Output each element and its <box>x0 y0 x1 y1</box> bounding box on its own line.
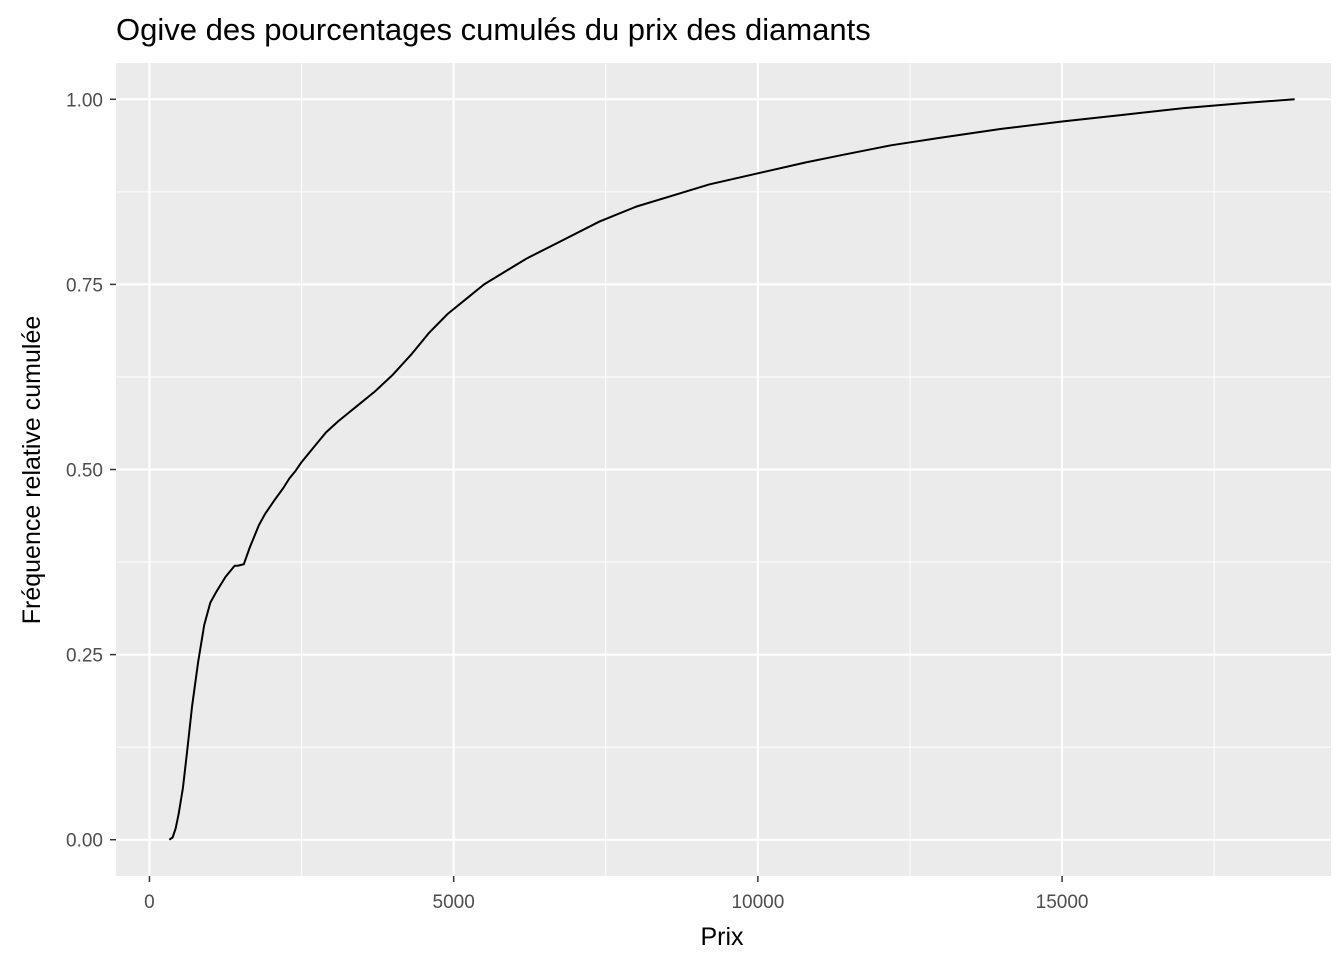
x-axis: 0 5000 10000 15000 <box>144 876 1089 913</box>
major-gridlines <box>116 63 1331 876</box>
ogive-line <box>168 98 1295 841</box>
y-tick-label: 0.00 <box>66 831 103 852</box>
x-tick-label: 10000 <box>731 892 784 913</box>
x-tick-label: 5000 <box>433 892 475 913</box>
x-axis-title: Prix <box>700 923 744 951</box>
y-tick-label: 0.25 <box>66 646 103 667</box>
chart-title: Ogive des pourcentages cumulés du prix d… <box>116 12 871 47</box>
x-tick-label: 0 <box>144 892 155 913</box>
y-tick-label: 0.75 <box>66 275 103 296</box>
x-tick-label: 15000 <box>1036 892 1089 913</box>
y-tick-label: 0.50 <box>66 461 103 482</box>
y-axis: 0.00 0.25 0.50 0.75 1.00 <box>66 90 116 852</box>
y-axis-title: Fréquence relative cumulée <box>18 316 46 625</box>
y-tick-label: 1.00 <box>66 90 103 111</box>
